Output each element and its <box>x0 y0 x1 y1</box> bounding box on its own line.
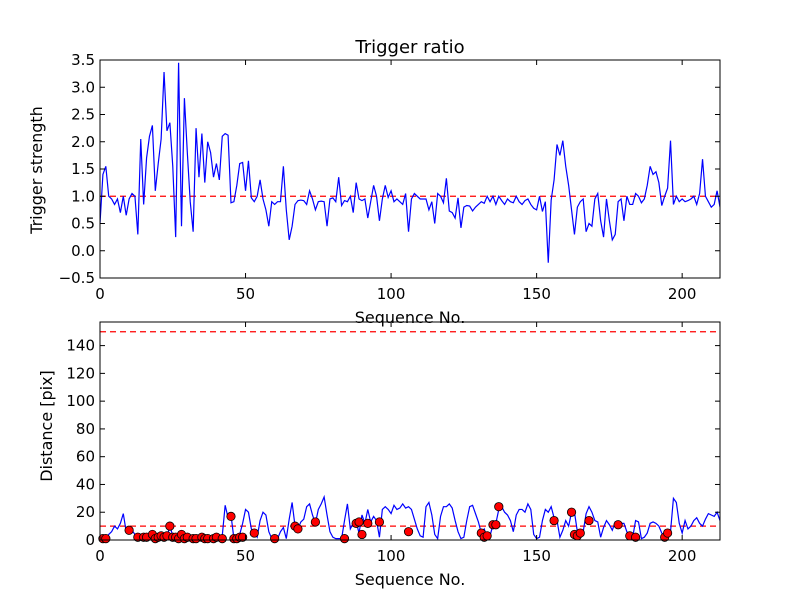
chart-title: Trigger ratio <box>354 37 464 58</box>
y-tick-label: 40 <box>76 475 95 493</box>
x-tick-label: 100 <box>377 285 406 303</box>
y-tick-label: 120 <box>66 364 95 382</box>
marker-point-49 <box>494 502 504 512</box>
marker-point-46 <box>482 531 492 541</box>
y-tick-label: 140 <box>66 337 95 355</box>
y-tick-label: 60 <box>76 448 95 466</box>
marker-point-41 <box>363 518 373 528</box>
marker-point-1 <box>101 534 111 544</box>
y-tick-label: 3.0 <box>71 78 95 96</box>
marker-point-60 <box>663 528 673 538</box>
plot-content <box>100 62 720 263</box>
distance-panel: Sequence No. Distance [pix] 0 50 100 150 200… <box>37 321 721 589</box>
marker-point-32 <box>249 528 259 538</box>
y-tick-label: 0.5 <box>71 215 95 233</box>
marker-point-51 <box>566 507 577 517</box>
trigger-plot-area: 0 50 100 150 200 −0.5 0.0 0.5 1.0 1.5 2.0 2.5 3.0 3.5 <box>59 51 721 303</box>
x-tick-label: 200 <box>668 285 697 303</box>
marker-point-27 <box>226 511 236 521</box>
marker-point-58 <box>630 532 641 542</box>
marker-point-42 <box>374 517 385 527</box>
marker-point-48 <box>491 520 501 530</box>
marker-point-55 <box>584 515 594 526</box>
y-tick-label: 0.0 <box>71 242 95 260</box>
y-tick-label: 3.5 <box>71 51 95 69</box>
marker-point-40 <box>357 529 367 540</box>
distance-plot-area: 0 50 100 150 200 0 20 40 60 80 100 120 140 <box>66 321 721 565</box>
y-tick-label: 1.0 <box>71 187 95 205</box>
marker-point-31 <box>238 532 248 542</box>
y-axis-label: Trigger strength <box>27 106 46 235</box>
x-axis-label: Sequence No. <box>355 308 466 327</box>
y-tick-label: 1.5 <box>71 160 95 178</box>
y-tick-label: 2.0 <box>71 133 95 151</box>
x-axis-label-bottom: Sequence No. <box>355 570 466 589</box>
marker-point-43 <box>403 527 414 537</box>
x-tick-label: 100 <box>377 547 406 565</box>
marker-point-2 <box>124 525 134 535</box>
x-tick-label: 0 <box>95 285 105 303</box>
x-tick-label: 150 <box>522 285 551 303</box>
marker-point-35 <box>293 524 303 534</box>
y-tick-label: −0.5 <box>59 269 95 287</box>
x-tick-label: 50 <box>236 547 255 565</box>
marker-point-12 <box>165 521 175 531</box>
x-tick-label: 150 <box>522 547 551 565</box>
x-tick-label: 50 <box>236 285 255 303</box>
plot-frame <box>99 321 721 541</box>
marker-point-50 <box>549 515 559 526</box>
marker-point-39 <box>354 517 364 527</box>
marker-point-56 <box>613 520 623 530</box>
marker-point-37 <box>339 534 350 544</box>
x-tick-label: 200 <box>668 547 697 565</box>
y-tick-label: 80 <box>76 420 95 438</box>
y-tick-label: 0 <box>85 531 95 549</box>
y-tick-label: 20 <box>76 503 95 521</box>
y-axis-label-bottom: Distance [pix] <box>37 370 56 482</box>
y-tick-label: 100 <box>66 392 95 410</box>
y-tick-label: 2.5 <box>71 106 95 124</box>
x-tick-label: 0 <box>95 547 105 565</box>
marker-point-36 <box>310 517 320 527</box>
series-line-0 <box>100 62 720 263</box>
trigger-ratio-panel: Trigger ratio Sequence No. Trigger stren… <box>27 37 721 327</box>
marker-point-54 <box>575 528 585 538</box>
marker-point-33 <box>270 534 280 544</box>
marker-point-26 <box>217 534 227 544</box>
